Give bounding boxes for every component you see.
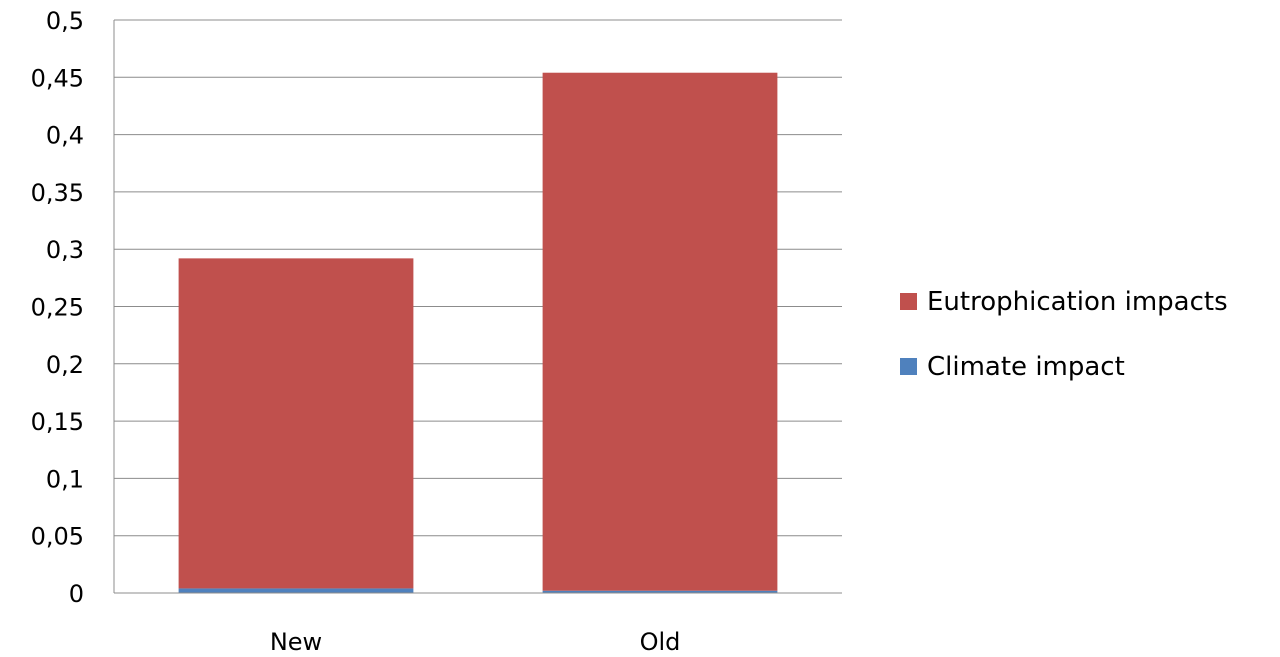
legend-label: Climate impact [927, 352, 1125, 382]
bars [178, 72, 778, 593]
bar-segment-eutrophication-new [178, 258, 414, 589]
x-tick-labels: New Old [270, 628, 681, 656]
y-tick-label: 0,3 [46, 236, 84, 264]
y-tick-label: 0,5 [46, 7, 84, 35]
legend-swatch [900, 293, 917, 310]
y-tick-label: 0,2 [46, 351, 84, 379]
bar-segment-eutrophication-old [542, 72, 778, 591]
y-tick-label: 0,1 [46, 465, 84, 493]
y-tick-label: 0,4 [46, 122, 84, 150]
y-tick-label: 0,05 [31, 523, 84, 551]
y-tick-label: 0,35 [31, 179, 84, 207]
x-tick-label: Old [640, 628, 681, 656]
y-tick-label: 0,15 [31, 408, 84, 436]
bar-segment-climate-old [542, 590, 778, 593]
legend-swatch [900, 358, 917, 375]
x-tick-label: New [270, 628, 322, 656]
y-tick-label: 0,25 [31, 294, 84, 322]
y-tick-label: 0 [69, 580, 84, 608]
legend: Eutrophication impacts Climate impact [900, 287, 1228, 382]
y-tick-label: 0,45 [31, 64, 84, 92]
y-tick-labels: 0 0,05 0,1 0,15 0,2 0,25 0,3 0,35 0,4 0,45 0,5 [31, 7, 84, 608]
bar-segment-climate-new [178, 588, 414, 593]
legend-label: Eutrophication impacts [927, 287, 1228, 317]
